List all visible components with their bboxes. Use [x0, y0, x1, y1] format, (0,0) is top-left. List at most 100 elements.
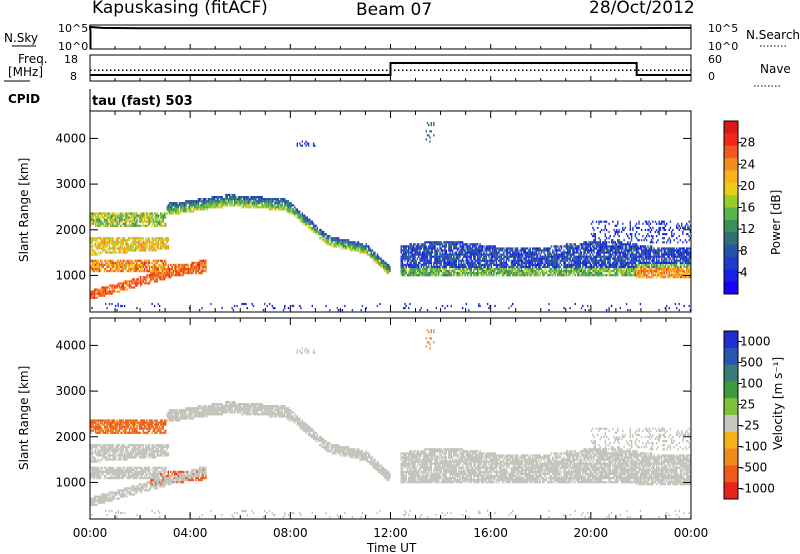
range-time-cell	[195, 208, 197, 211]
range-time-cell	[635, 270, 638, 273]
range-time-cell	[158, 304, 161, 308]
range-time-cell	[466, 247, 469, 250]
range-time-cell	[625, 257, 628, 260]
range-time-cell	[364, 247, 366, 250]
range-time-cell	[634, 259, 637, 262]
range-time-cell	[476, 243, 479, 246]
range-time-cell	[603, 259, 605, 262]
range-time-cell	[632, 247, 634, 250]
range-time-cell	[553, 245, 555, 248]
range-time-cell	[289, 212, 291, 215]
range-time-cell	[617, 251, 619, 254]
range-time-cell	[448, 243, 450, 246]
range-time-cell	[614, 265, 616, 269]
range-time-cell	[161, 212, 163, 215]
range-time-cell	[98, 253, 101, 256]
range-time-cell	[135, 216, 137, 219]
range-time-cell	[450, 304, 452, 308]
range-time-cell	[96, 261, 98, 264]
range-time-cell	[285, 202, 287, 205]
range-time-cell	[383, 267, 385, 271]
range-time-cell	[147, 239, 149, 242]
range-time-cell	[423, 267, 425, 271]
range-time-cell	[592, 235, 594, 238]
range-time-cell	[496, 267, 499, 271]
range-time-cell	[234, 202, 236, 205]
range-time-cell	[95, 245, 97, 248]
range-time-cell	[135, 247, 137, 250]
range-time-cell	[205, 267, 207, 271]
range-time-cell	[435, 255, 437, 258]
range-time-cell	[132, 241, 134, 244]
range-time-cell	[518, 253, 520, 256]
range-time-cell	[514, 255, 516, 258]
range-time-cell	[446, 253, 449, 256]
range-time-cell	[300, 216, 302, 219]
range-time-cell	[163, 267, 166, 271]
range-time-cell	[484, 261, 486, 264]
range-time-cell	[517, 257, 519, 260]
range-time-cell	[220, 202, 222, 205]
range-time-cell	[587, 249, 589, 252]
range-time-cell	[481, 272, 484, 275]
range-time-cell	[443, 270, 445, 273]
range-time-cell	[111, 220, 113, 223]
range-time-cell	[96, 245, 98, 248]
range-time-cell	[488, 263, 490, 266]
range-time-cell	[146, 220, 148, 223]
range-time-cell	[545, 265, 548, 269]
range-time-cell	[583, 270, 585, 273]
range-time-cell	[529, 255, 531, 258]
range-time-cell	[142, 216, 144, 219]
range-time-cell	[527, 270, 529, 273]
range-time-cell	[386, 270, 389, 273]
range-time-cell	[535, 249, 538, 252]
range-time-cell	[215, 196, 217, 199]
range-time-cell	[414, 249, 416, 252]
range-time-cell	[554, 270, 556, 273]
range-time-cell	[135, 282, 137, 285]
range-time-cell	[568, 263, 570, 266]
range-time-cell	[368, 245, 370, 248]
range-time-cell	[614, 233, 616, 236]
range-time-cell	[518, 270, 520, 273]
range-time-cell	[533, 272, 535, 275]
range-time-cell	[246, 196, 248, 199]
range-time-cell	[136, 245, 138, 248]
range-time-cell	[142, 270, 144, 273]
range-time-cell	[455, 245, 457, 248]
range-time-cell	[434, 249, 436, 252]
range-time-cell	[271, 204, 273, 207]
range-time-cell	[145, 265, 147, 269]
range-time-cell	[206, 206, 208, 209]
range-time-cell	[619, 259, 621, 262]
range-time-cell	[491, 261, 494, 264]
range-time-cell	[369, 249, 371, 252]
range-time-cell	[311, 228, 313, 232]
range-time-cell	[602, 249, 604, 252]
range-time-cell	[449, 247, 451, 250]
range-time-cell	[111, 243, 113, 246]
range-time-cell	[143, 220, 146, 223]
range-time-cell	[406, 255, 409, 258]
range-time-cell	[92, 218, 94, 221]
range-time-cell	[508, 270, 510, 273]
range-time-cell	[553, 259, 555, 262]
range-time-cell	[96, 263, 98, 266]
range-time-cell	[165, 239, 167, 242]
range-time-cell	[518, 263, 520, 266]
range-time-cell	[188, 307, 191, 310]
range-time-cell	[562, 253, 564, 256]
range-time-cell	[483, 265, 485, 269]
range-time-cell	[92, 222, 94, 225]
range-time-cell	[100, 267, 102, 271]
range-time-cell	[356, 243, 359, 246]
range-time-cell	[185, 263, 187, 266]
range-time-cell	[365, 243, 367, 246]
range-time-cell	[451, 267, 454, 271]
range-time-cell	[151, 270, 153, 273]
range-time-cell	[236, 200, 238, 203]
range-time-cell	[539, 267, 541, 271]
range-time-cell	[118, 249, 121, 252]
range-time-cell	[519, 263, 521, 266]
